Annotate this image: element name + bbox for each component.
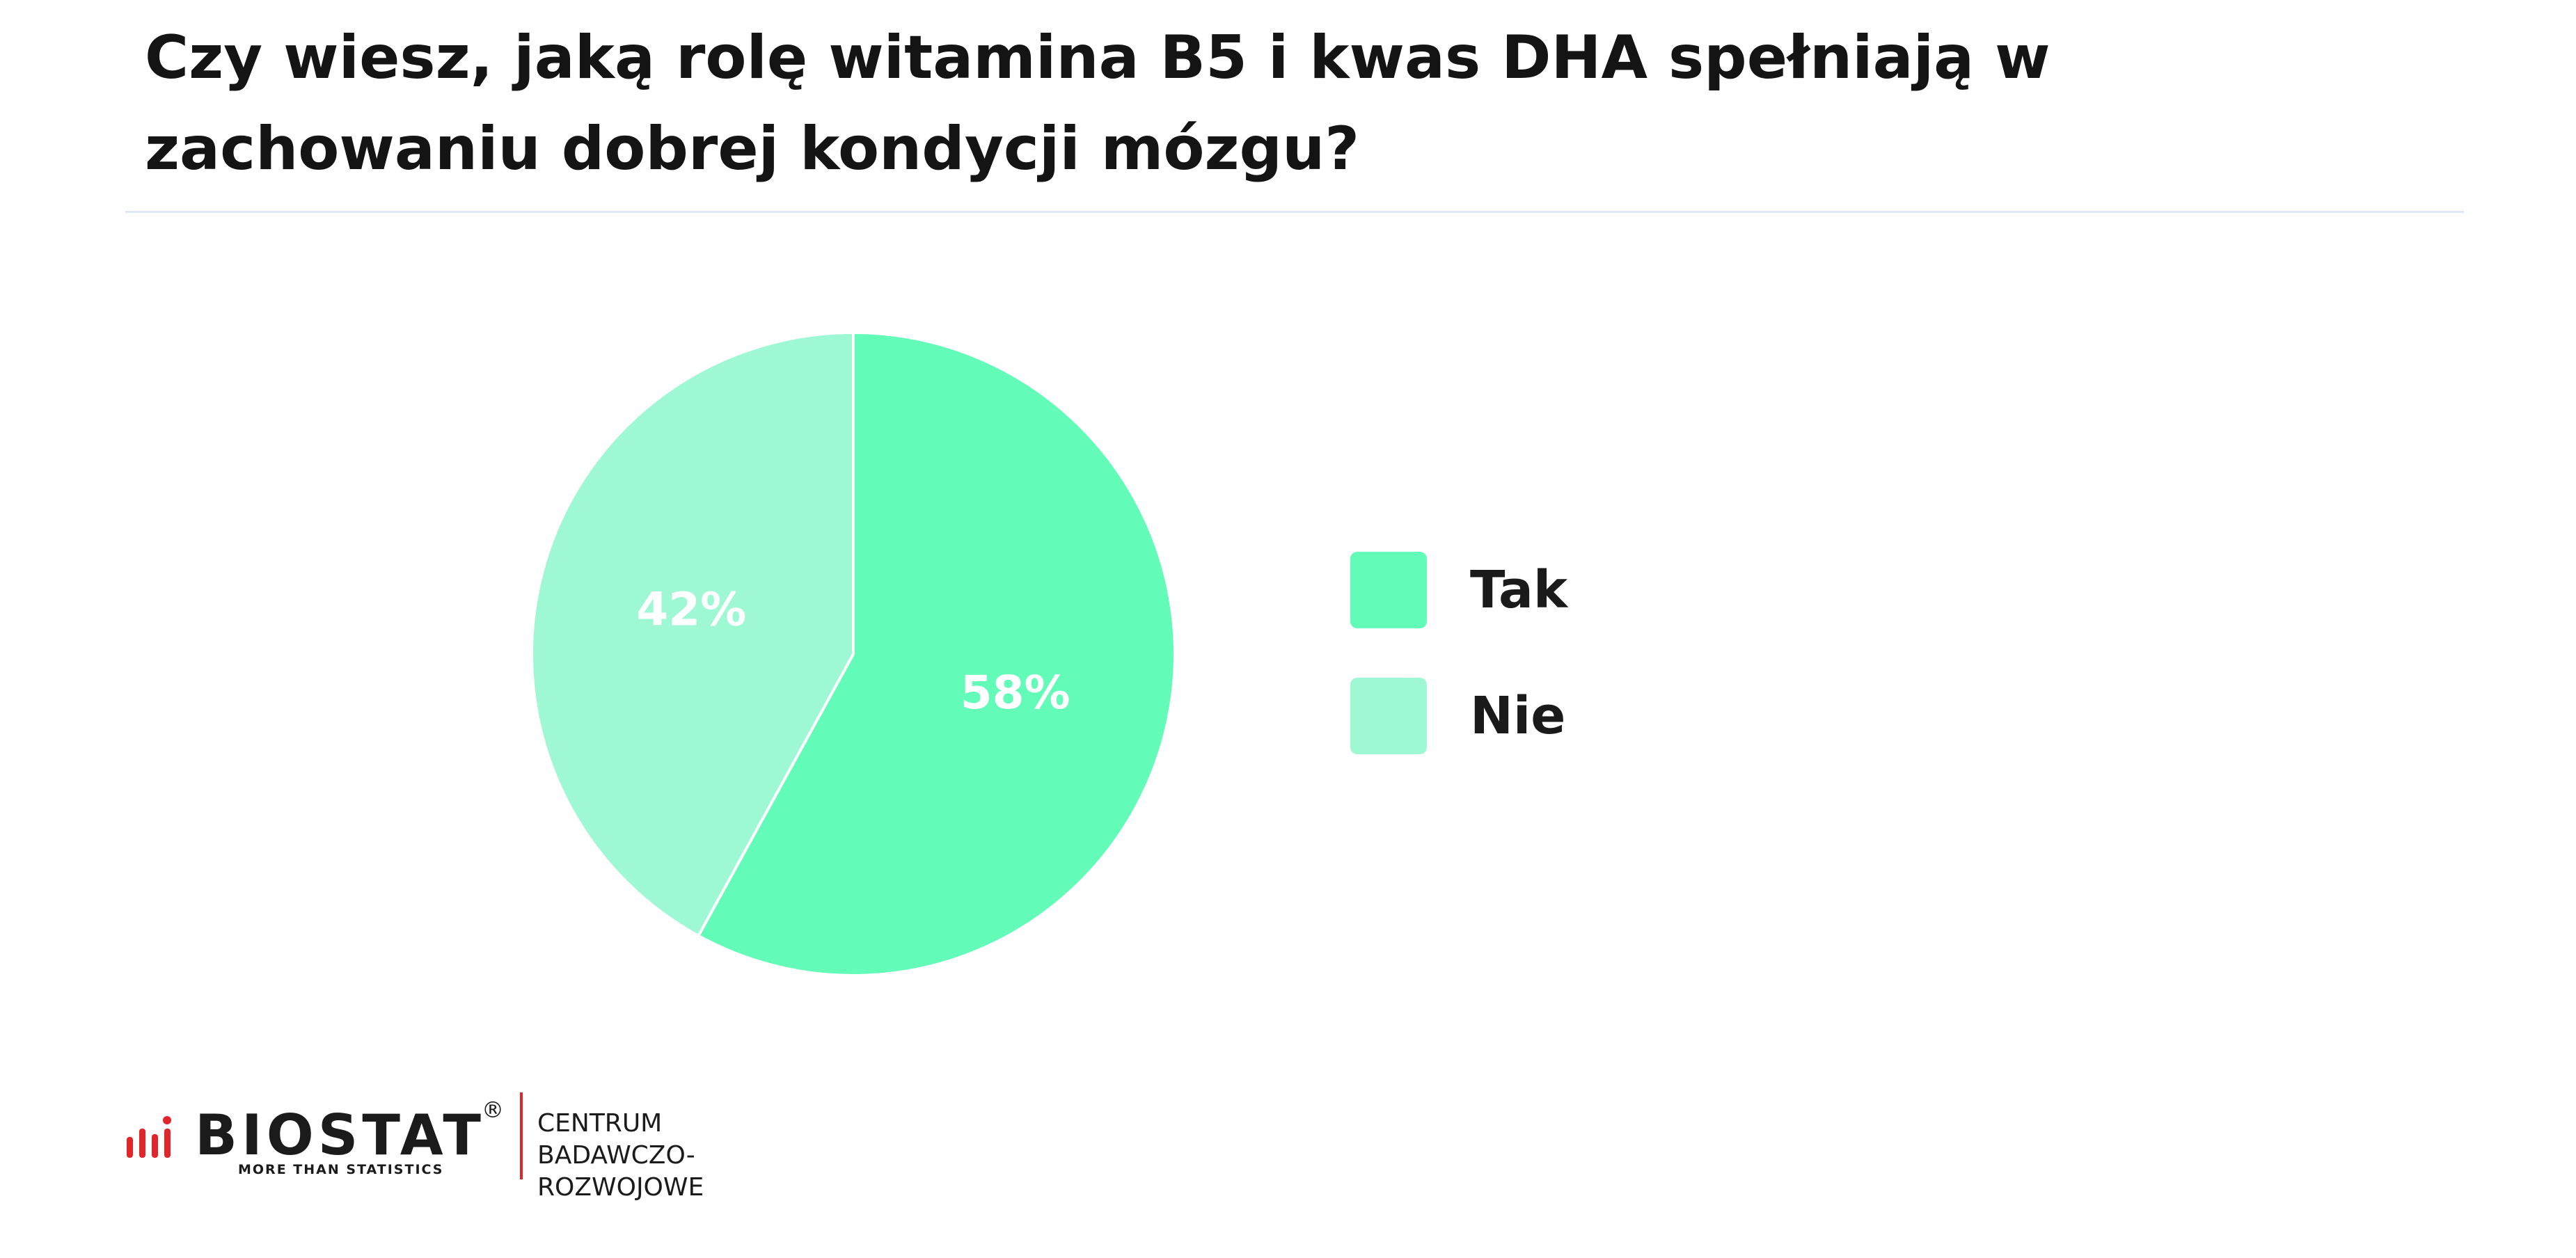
chart-title: Czy wiesz, jaką rolę witamina B5 i kwas … bbox=[145, 23, 2050, 184]
slice-label-tak: 58% bbox=[961, 666, 1070, 719]
slice-label-nie: 42% bbox=[636, 582, 746, 636]
organization-name: CENTRUM BADAWCZO-ROZWOJOWE bbox=[537, 1108, 704, 1204]
organization-line-2: BADAWCZO-ROZWOJOWE bbox=[537, 1141, 704, 1202]
pie-slice-nie bbox=[530, 331, 855, 938]
legend-item-nie: Nie bbox=[1350, 678, 1566, 754]
legend-swatch-nie bbox=[1350, 678, 1427, 754]
pie-slices bbox=[530, 331, 1176, 977]
logo-bars-icon bbox=[127, 1116, 171, 1158]
pie-slice-labels: 58% 42% bbox=[636, 582, 1070, 719]
logo-tagline: MORE THAN STATISTICS bbox=[238, 1162, 444, 1177]
logo-wordmark: BIOSTAT bbox=[195, 1103, 485, 1168]
footer-separator bbox=[520, 1092, 523, 1179]
title-divider bbox=[125, 211, 2464, 213]
legend-swatch-tak bbox=[1350, 552, 1427, 628]
pie-slice-tak bbox=[696, 331, 1176, 977]
legend-label-nie: Nie bbox=[1470, 686, 1566, 746]
registered-mark: ® bbox=[482, 1097, 504, 1123]
legend-item-tak: Tak bbox=[1350, 552, 1567, 628]
legend-label-tak: Tak bbox=[1470, 560, 1568, 620]
organization-line-1: CENTRUM bbox=[537, 1109, 663, 1138]
